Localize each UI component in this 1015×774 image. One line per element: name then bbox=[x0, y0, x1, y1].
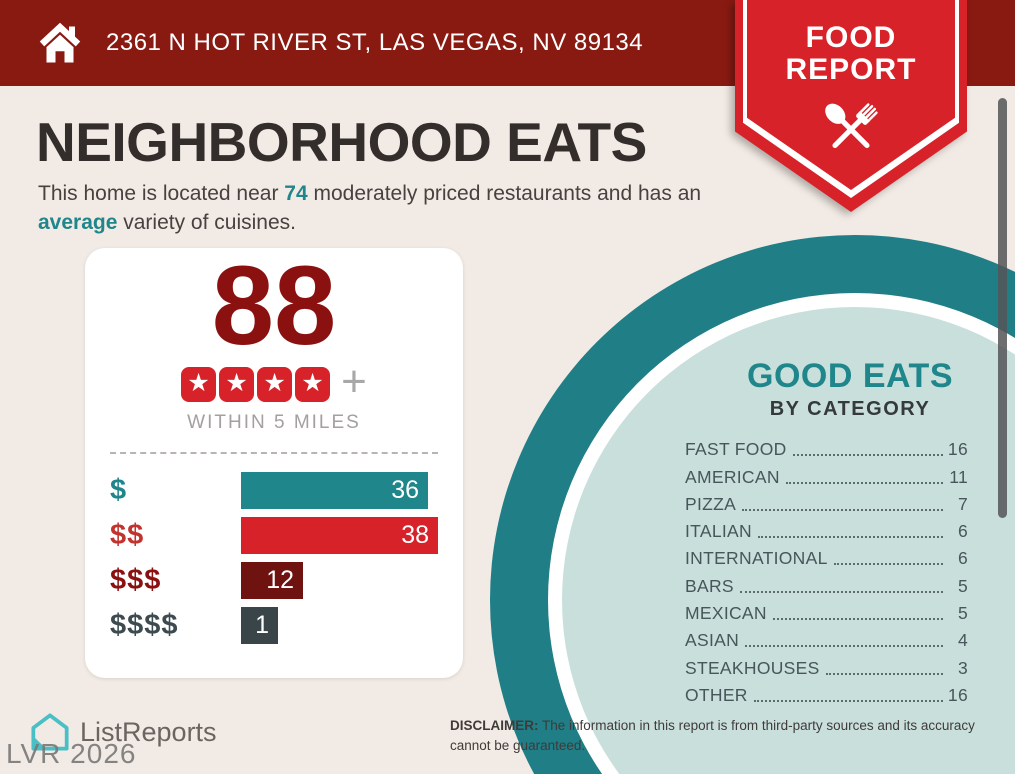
price-bars: $36 $$ 38 $$$ 12 $$$$ 1 bbox=[85, 472, 463, 644]
price-bar: 38 bbox=[241, 517, 438, 554]
category-value: 3 bbox=[957, 657, 968, 678]
disclaimer: DISCLAIMER: The information in this repo… bbox=[450, 716, 978, 757]
dotted-leader bbox=[742, 508, 943, 511]
category-value: 4 bbox=[957, 630, 968, 651]
ribbon-title-line2: REPORT bbox=[785, 52, 917, 86]
category-row: OTHER 16 bbox=[685, 679, 968, 706]
dotted-leader bbox=[745, 645, 943, 648]
category-value: 11 bbox=[949, 466, 968, 487]
category-row: BARS 5 bbox=[685, 569, 968, 596]
star-badge-icon: ★ bbox=[257, 366, 293, 402]
subtitle-part1: This home is located near bbox=[38, 182, 285, 205]
dotted-leader bbox=[772, 618, 943, 621]
score-card: 88 ★ ★ ★ ★ + WITHIN 5 MILES $36 $$ 38 $$$ 12 $$$$… bbox=[85, 248, 463, 678]
food-report-ribbon: FOOD REPORT bbox=[735, 0, 967, 212]
category-value: 5 bbox=[957, 575, 968, 596]
crossed-utensils-icon bbox=[825, 103, 878, 149]
restaurant-score: 88 bbox=[211, 243, 337, 368]
brand-name: ListReports bbox=[80, 716, 217, 747]
disclaimer-text: The information in this report is from t… bbox=[450, 718, 975, 754]
page-title: NEIGHBORHOOD EATS bbox=[36, 111, 647, 173]
category-row: ASIAN 4 bbox=[685, 624, 968, 651]
price-tier-label: $ bbox=[110, 474, 128, 506]
category-label: STEAKHOUSES bbox=[685, 657, 820, 678]
category-label: AMERICAN bbox=[685, 466, 780, 487]
stars-row: ★ ★ ★ ★ + bbox=[85, 360, 463, 404]
subtitle-part3: variety of cuisines. bbox=[117, 211, 296, 235]
ribbon-title-line1: FOOD bbox=[805, 21, 897, 54]
category-label: BARS bbox=[685, 575, 734, 596]
category-label: ASIAN bbox=[685, 630, 740, 651]
price-bar-row: $$$ 12 bbox=[110, 562, 463, 599]
price-bar-value: 36 bbox=[391, 476, 419, 504]
listreports-brand: ListReports bbox=[30, 712, 217, 752]
price-bar-value: 1 bbox=[255, 611, 269, 639]
price-bar-value: 38 bbox=[401, 521, 429, 549]
category-row: INTERNATIONAL 6 bbox=[685, 542, 968, 569]
star-badge-icon: ★ bbox=[295, 366, 331, 402]
category-value: 16 bbox=[947, 684, 968, 705]
scrollbar-thumb[interactable] bbox=[998, 98, 1007, 518]
category-row: FAST FOOD 16 bbox=[685, 433, 968, 460]
category-label: PIZZA bbox=[685, 493, 737, 514]
category-row: ITALIAN 6 bbox=[685, 515, 968, 542]
category-value: 6 bbox=[957, 521, 968, 542]
category-label: ITALIAN bbox=[685, 521, 752, 542]
star-badge-icon: ★ bbox=[181, 366, 217, 402]
plus-sign: + bbox=[341, 357, 367, 406]
price-tier-label: $$$ bbox=[110, 564, 162, 596]
price-tier-label: $$ bbox=[110, 519, 145, 551]
page-subtitle: This home is located near 74 moderately … bbox=[38, 179, 718, 238]
dotted-leader bbox=[792, 454, 943, 457]
category-value: 5 bbox=[957, 603, 968, 624]
disclaimer-label: DISCLAIMER: bbox=[450, 718, 539, 733]
variety-highlight: average bbox=[38, 211, 118, 235]
dotted-leader bbox=[785, 481, 943, 484]
category-label: FAST FOOD bbox=[685, 439, 787, 460]
category-row: STEAKHOUSES 3 bbox=[685, 651, 968, 678]
category-value: 6 bbox=[957, 548, 968, 569]
watermark: LVR 2026 bbox=[6, 738, 137, 769]
price-bar: 36 bbox=[241, 472, 428, 509]
category-row: AMERICAN 11 bbox=[685, 460, 968, 487]
price-tier-label: $$$$ bbox=[110, 609, 179, 641]
dotted-leader bbox=[739, 590, 943, 593]
category-label: MEXICAN bbox=[685, 603, 767, 624]
dashed-divider bbox=[110, 452, 438, 454]
price-bar-row: $$ 38 bbox=[110, 517, 463, 554]
category-row: PIZZA 7 bbox=[685, 488, 968, 515]
category-value: 7 bbox=[957, 493, 968, 514]
price-bar: 1 bbox=[241, 607, 278, 644]
good-eats-subtitle: BY CATEGORY bbox=[769, 398, 931, 420]
restaurant-count: 74 bbox=[284, 182, 308, 205]
home-icon bbox=[39, 22, 81, 63]
good-eats-title: GOOD EATS bbox=[747, 357, 953, 395]
category-label: INTERNATIONAL bbox=[685, 548, 828, 569]
category-label: OTHER bbox=[685, 684, 748, 705]
listreports-logo-icon bbox=[31, 713, 69, 751]
dotted-leader bbox=[833, 563, 943, 566]
dotted-leader bbox=[757, 536, 943, 539]
property-address: 2361 N HOT RIVER ST, LAS VEGAS, NV 89134 bbox=[106, 29, 644, 56]
subtitle-part2: moderately priced restaurants and has an bbox=[307, 182, 702, 205]
radius-label: WITHIN 5 MILES bbox=[187, 412, 361, 433]
dotted-leader bbox=[753, 699, 943, 702]
category-value: 16 bbox=[947, 439, 968, 460]
category-list: FAST FOOD 16 AMERICAN 11 PIZZA 7 ITALIAN 6 INTER… bbox=[685, 433, 968, 706]
price-bar-row: $$$$ 1 bbox=[110, 607, 463, 644]
price-bar: 12 bbox=[241, 562, 303, 599]
price-bar-value: 12 bbox=[266, 566, 294, 594]
dotted-leader bbox=[825, 672, 943, 675]
star-badge-icon: ★ bbox=[219, 366, 255, 402]
price-bar-row: $36 bbox=[110, 472, 463, 509]
category-row: MEXICAN 5 bbox=[685, 597, 968, 624]
